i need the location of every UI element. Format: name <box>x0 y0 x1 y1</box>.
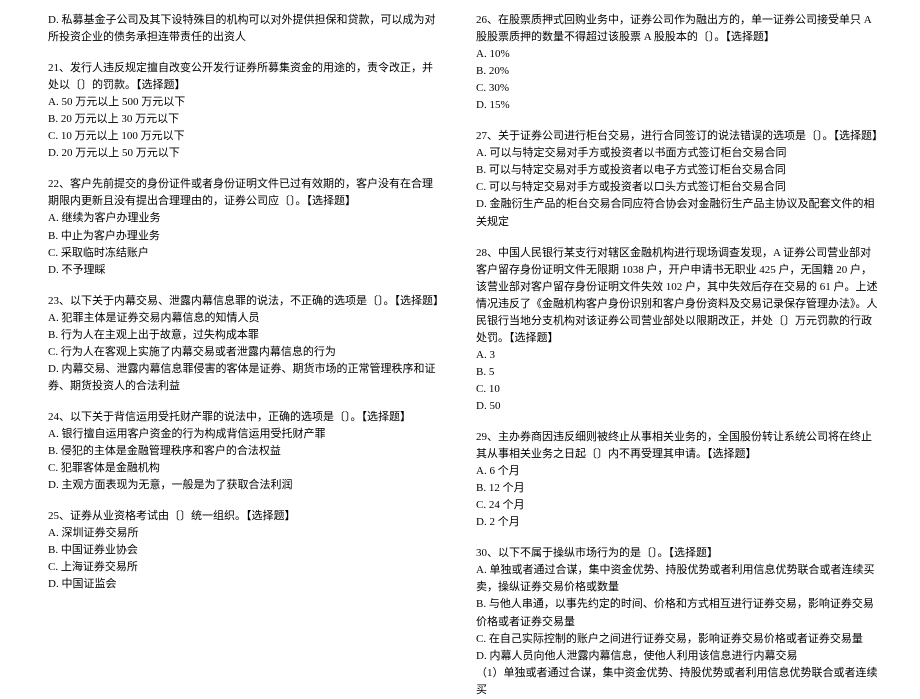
option-b: B. 5 <box>476 364 880 381</box>
question-stem: 28、中国人民银行某支行对辖区金融机构进行现场调查发现，A 证券公司营业部对客户… <box>476 245 880 347</box>
left-column: D. 私募基金子公司及其下设特殊目的机构可以对外提供担保和贷款，可以成为对所投资… <box>0 0 460 651</box>
exam-page: D. 私募基金子公司及其下设特殊目的机构可以对外提供担保和贷款，可以成为对所投资… <box>0 0 920 651</box>
option-b: B. 行为人在主观上出于故意，过失构成本罪 <box>48 327 440 344</box>
question-stem: 21、发行人违反规定擅自改变公开发行证券所募集资金的用途的，责令改正，并处以〔〕… <box>48 60 440 94</box>
right-column: 26、在股票质押式回购业务中，证券公司作为融出方的，单一证券公司接受单只 A 股… <box>460 0 920 651</box>
option-b: B. 20% <box>476 63 880 80</box>
option-d: D. 中国证监会 <box>48 576 440 593</box>
option-text: D. 私募基金子公司及其下设特殊目的机构可以对外提供担保和贷款，可以成为对所投资… <box>48 12 440 46</box>
option-a: A. 10% <box>476 46 880 63</box>
question-23: 23、以下关于内幕交易、泄露内幕信息罪的说法，不正确的选项是〔〕。【选择题】 A… <box>48 293 440 395</box>
option-c: C. 行为人在客观上实施了内幕交易或者泄露内幕信息的行为 <box>48 344 440 361</box>
question-stem: 26、在股票质押式回购业务中，证券公司作为融出方的，单一证券公司接受单只 A 股… <box>476 12 880 46</box>
question-22: 22、客户先前提交的身份证件或者身份证明文件已过有效期的，客户没有在合理期限内更… <box>48 176 440 278</box>
option-d: D. 2 个月 <box>476 514 880 531</box>
option-a: A. 深圳证券交易所 <box>48 525 440 542</box>
option-a: A. 6 个月 <box>476 463 880 480</box>
option-b: B. 20 万元以上 30 万元以下 <box>48 111 440 128</box>
option-d: D. 50 <box>476 398 880 415</box>
option-c: C. 采取临时冻结账户 <box>48 245 440 262</box>
question-29: 29、主办券商因违反细则被终止从事相关业务的，全国股份转让系统公司将在终止其从事… <box>476 429 880 531</box>
option-a: A. 单独或者通过合谋，集中资金优势、持股优势或者利用信息优势联合或者连续买卖，… <box>476 562 880 596</box>
question-30: 30、以下不属于操纵市场行为的是〔〕。【选择题】 A. 单独或者通过合谋，集中资… <box>476 545 880 698</box>
option-b: B. 与他人串通，以事先约定的时间、价格和方式相互进行证券交易，影响证券交易价格… <box>476 596 880 630</box>
option-b: B. 中国证券业协会 <box>48 542 440 559</box>
option-c: C. 在自己实际控制的账户之间进行证券交易，影响证券交易价格或者证券交易量 <box>476 631 880 648</box>
option-d: D. 主观方面表现为无意，一般是为了获取合法利润 <box>48 477 440 494</box>
option-b: B. 侵犯的主体是金融管理秩序和客户的合法权益 <box>48 443 440 460</box>
option-d: D. 内幕交易、泄露内幕信息罪侵害的客体是证券、期货市场的正常管理秩序和证券、期… <box>48 361 440 395</box>
question-stem: 30、以下不属于操纵市场行为的是〔〕。【选择题】 <box>476 545 880 562</box>
option-b: B. 中止为客户办理业务 <box>48 228 440 245</box>
question-stem: 27、关于证券公司进行柜台交易，进行合同签订的说法错误的选项是〔〕。【选择题】 <box>476 128 880 145</box>
question-stem: 29、主办券商因违反细则被终止从事相关业务的，全国股份转让系统公司将在终止其从事… <box>476 429 880 463</box>
option-c: C. 10 <box>476 381 880 398</box>
extra-line: （1）单独或者通过合谋，集中资金优势、持股优势或者利用信息优势联合或者连续买 <box>476 665 880 699</box>
option-d: D. 不予理睬 <box>48 262 440 279</box>
question-21: 21、发行人违反规定擅自改变公开发行证券所募集资金的用途的，责令改正，并处以〔〕… <box>48 60 440 162</box>
option-a: A. 继续为客户办理业务 <box>48 210 440 227</box>
option-d: D. 20 万元以上 50 万元以下 <box>48 145 440 162</box>
orphan-option-d: D. 私募基金子公司及其下设特殊目的机构可以对外提供担保和贷款，可以成为对所投资… <box>48 12 440 46</box>
option-d: D. 15% <box>476 97 880 114</box>
option-a: A. 50 万元以上 500 万元以下 <box>48 94 440 111</box>
question-stem: 23、以下关于内幕交易、泄露内幕信息罪的说法，不正确的选项是〔〕。【选择题】 <box>48 293 440 310</box>
option-b: B. 12 个月 <box>476 480 880 497</box>
option-d: D. 内幕人员向他人泄露内幕信息，使他人利用该信息进行内幕交易 <box>476 648 880 665</box>
option-a: A. 犯罪主体是证券交易内幕信息的知情人员 <box>48 310 440 327</box>
option-c: C. 24 个月 <box>476 497 880 514</box>
question-stem: 25、证券从业资格考试由〔〕统一组织。【选择题】 <box>48 508 440 525</box>
option-a: A. 可以与特定交易对手方或投资者以书面方式签订柜台交易合同 <box>476 145 880 162</box>
option-a: A. 3 <box>476 347 880 364</box>
option-c: C. 犯罪客体是金融机构 <box>48 460 440 477</box>
question-stem: 22、客户先前提交的身份证件或者身份证明文件已过有效期的，客户没有在合理期限内更… <box>48 176 440 210</box>
question-25: 25、证券从业资格考试由〔〕统一组织。【选择题】 A. 深圳证券交易所 B. 中… <box>48 508 440 593</box>
question-26: 26、在股票质押式回购业务中，证券公司作为融出方的，单一证券公司接受单只 A 股… <box>476 12 880 114</box>
question-24: 24、以下关于背信运用受托财产罪的说法中，正确的选项是〔〕。【选择题】 A. 银… <box>48 409 440 494</box>
option-c: C. 30% <box>476 80 880 97</box>
option-c: C. 10 万元以上 100 万元以下 <box>48 128 440 145</box>
option-c: C. 可以与特定交易对手方或投资者以口头方式签订柜台交易合同 <box>476 179 880 196</box>
option-b: B. 可以与特定交易对手方或投资者以电子方式签订柜台交易合同 <box>476 162 880 179</box>
question-stem: 24、以下关于背信运用受托财产罪的说法中，正确的选项是〔〕。【选择题】 <box>48 409 440 426</box>
question-28: 28、中国人民银行某支行对辖区金融机构进行现场调查发现，A 证券公司营业部对客户… <box>476 245 880 415</box>
option-d: D. 金融衍生产品的柜台交易合同应符合协会对金融衍生产品主协议及配套文件的相关规… <box>476 196 880 230</box>
option-a: A. 银行擅自运用客户资金的行为构成背信运用受托财产罪 <box>48 426 440 443</box>
question-27: 27、关于证券公司进行柜台交易，进行合同签订的说法错误的选项是〔〕。【选择题】 … <box>476 128 880 230</box>
option-c: C. 上海证券交易所 <box>48 559 440 576</box>
